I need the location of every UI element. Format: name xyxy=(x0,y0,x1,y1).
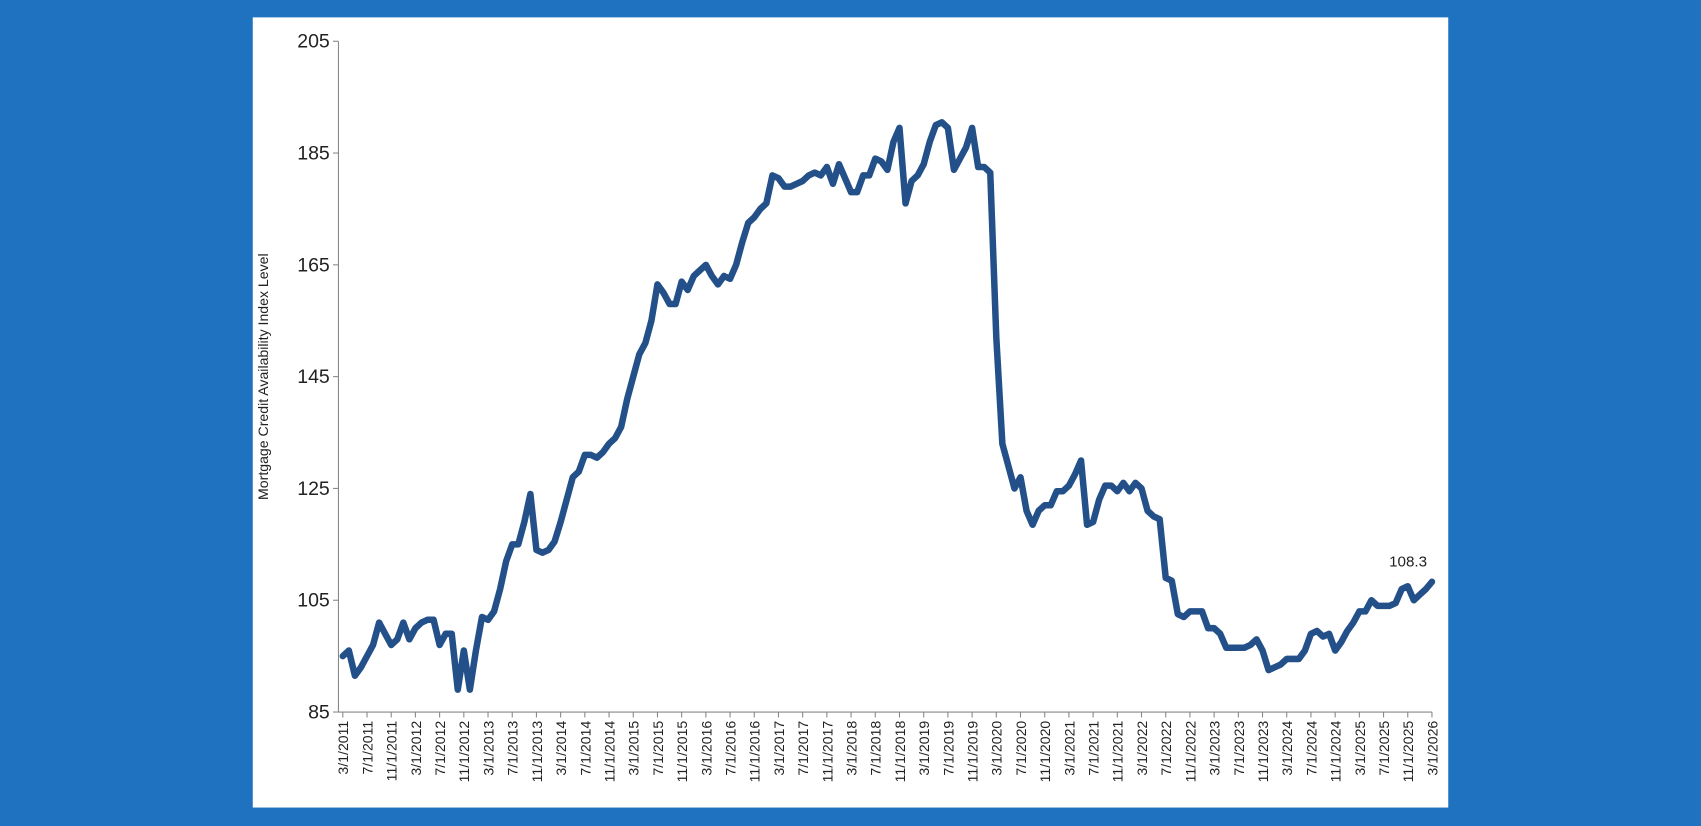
x-tick-label: 7/1/2011 xyxy=(359,721,375,775)
data-label: 108.3 xyxy=(1389,554,1427,571)
y-tick-label: 125 xyxy=(297,478,330,500)
x-tick-label: 11/1/2024 xyxy=(1328,721,1344,783)
x-tick-label: 11/1/2020 xyxy=(1037,721,1053,783)
x-tick-label: 11/1/2011 xyxy=(384,721,400,782)
x-tick-label: 11/1/2016 xyxy=(747,721,763,783)
x-tick-label: 3/1/2021 xyxy=(1061,721,1077,776)
x-tick-label: 7/1/2017 xyxy=(795,721,811,776)
x-tick-label: 11/1/2015 xyxy=(674,721,690,783)
y-tick-label: 165 xyxy=(297,254,330,276)
x-tick-label: 11/1/2022 xyxy=(1182,721,1198,783)
x-tick-label: 7/1/2020 xyxy=(1013,721,1029,776)
y-tick-label: 185 xyxy=(297,143,330,165)
x-tick-label: 3/1/2013 xyxy=(480,721,496,776)
y-axis-label: Mortgage Credit Availability Index Level xyxy=(255,253,271,500)
x-tick-label: 7/1/2023 xyxy=(1231,721,1247,776)
x-tick-label: 7/1/2015 xyxy=(650,721,666,776)
x-tick-label: 3/1/2019 xyxy=(916,721,932,776)
x-tick-label: 7/1/2012 xyxy=(432,721,448,776)
x-tick-label: 3/1/2025 xyxy=(1352,721,1368,776)
x-tick-label: 3/1/2024 xyxy=(1279,721,1295,776)
x-tick-label: 7/1/2016 xyxy=(722,721,738,776)
x-tick-label: 3/1/2015 xyxy=(626,721,642,776)
x-tick-label: 3/1/2017 xyxy=(771,721,787,776)
y-tick-label: 145 xyxy=(297,366,330,388)
x-tick-label: 11/1/2021 xyxy=(1110,721,1126,783)
x-tick-label: 11/1/2025 xyxy=(1400,721,1416,783)
y-tick-label: 85 xyxy=(308,702,330,724)
x-tick-label: 3/1/2026 xyxy=(1424,721,1440,776)
y-tick-label: 105 xyxy=(297,590,330,612)
x-tick-label: 7/1/2025 xyxy=(1376,721,1392,776)
x-tick-label: 3/1/2012 xyxy=(408,721,424,776)
x-tick-label: 7/1/2019 xyxy=(940,721,956,776)
x-tick-label: 7/1/2022 xyxy=(1158,721,1174,776)
y-tick-label: 205 xyxy=(297,31,330,53)
x-tick-label: 7/1/2014 xyxy=(577,721,593,776)
x-tick-label: 3/1/2018 xyxy=(844,721,860,776)
x-tick-label: 7/1/2013 xyxy=(505,721,521,776)
x-tick-label: 7/1/2018 xyxy=(868,721,884,776)
x-tick-label: 11/1/2013 xyxy=(529,721,545,783)
x-tick-label: 11/1/2014 xyxy=(601,721,617,783)
x-tick-label: 7/1/2021 xyxy=(1086,721,1102,776)
x-tick-label: 3/1/2011 xyxy=(335,721,351,775)
x-tick-label: 3/1/2023 xyxy=(1207,721,1223,776)
x-tick-label: 11/1/2023 xyxy=(1255,721,1271,783)
chart-panel xyxy=(252,17,1449,808)
x-tick-label: 11/1/2019 xyxy=(965,721,981,783)
x-tick-label: 3/1/2016 xyxy=(698,721,714,776)
x-tick-label: 3/1/2022 xyxy=(1134,721,1150,776)
x-tick-label: 7/1/2024 xyxy=(1303,721,1319,776)
x-tick-label: 11/1/2018 xyxy=(892,721,908,783)
x-tick-label: 3/1/2014 xyxy=(553,721,569,776)
x-tick-label: 3/1/2020 xyxy=(989,721,1005,776)
x-tick-label: 11/1/2012 xyxy=(456,721,472,783)
x-tick-label: 11/1/2017 xyxy=(819,721,835,783)
data-line xyxy=(339,119,1436,693)
